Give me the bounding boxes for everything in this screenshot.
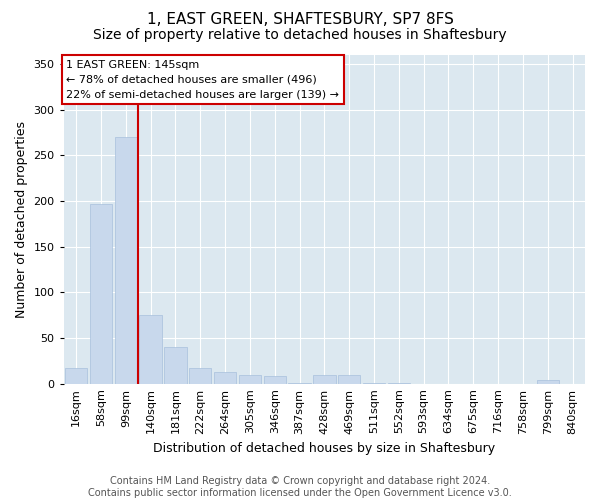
Bar xyxy=(263,376,286,384)
Bar xyxy=(313,374,335,384)
Bar xyxy=(338,374,361,384)
Text: 1, EAST GREEN, SHAFTESBURY, SP7 8FS: 1, EAST GREEN, SHAFTESBURY, SP7 8FS xyxy=(146,12,454,28)
Bar xyxy=(536,380,559,384)
Bar xyxy=(189,368,211,384)
Y-axis label: Number of detached properties: Number of detached properties xyxy=(15,121,28,318)
Bar xyxy=(164,347,187,384)
Text: Contains HM Land Registry data © Crown copyright and database right 2024.
Contai: Contains HM Land Registry data © Crown c… xyxy=(88,476,512,498)
Bar xyxy=(214,372,236,384)
Bar xyxy=(90,204,112,384)
Text: 1 EAST GREEN: 145sqm
← 78% of detached houses are smaller (496)
22% of semi-deta: 1 EAST GREEN: 145sqm ← 78% of detached h… xyxy=(67,60,340,100)
Bar xyxy=(388,383,410,384)
Bar xyxy=(239,374,261,384)
Bar xyxy=(139,315,162,384)
Bar xyxy=(289,383,311,384)
Bar xyxy=(363,383,385,384)
Bar xyxy=(65,368,87,384)
X-axis label: Distribution of detached houses by size in Shaftesbury: Distribution of detached houses by size … xyxy=(153,442,496,455)
Text: Size of property relative to detached houses in Shaftesbury: Size of property relative to detached ho… xyxy=(93,28,507,42)
Bar xyxy=(115,137,137,384)
